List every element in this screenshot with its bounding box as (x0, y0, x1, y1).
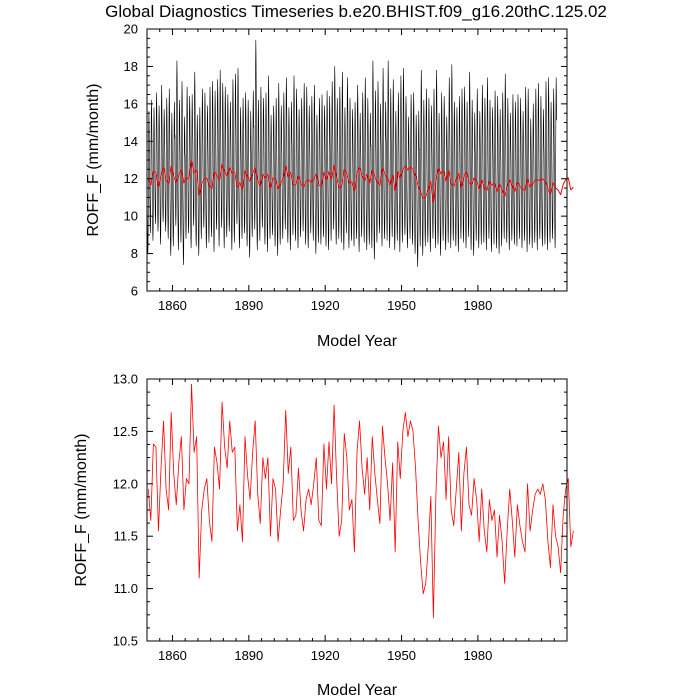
bottom-x-axis-label: Model Year (317, 682, 398, 699)
bottom-x-tick-label: 1950 (387, 648, 416, 663)
top-y-tick-label: 8 (131, 246, 138, 261)
annual-mean-series (147, 160, 574, 204)
top-panel: Global Diagnostics Timeseries b.e20.BHIS… (85, 2, 607, 350)
top-y-tick-label: 20 (124, 22, 138, 37)
top-y-axis-label: ROFF_F (mm/month) (85, 84, 102, 237)
bottom-y-axis-label: ROFF_F (mm/month) (73, 434, 90, 587)
bottom-x-tick-label: 1980 (463, 648, 492, 663)
top-x-tick-label: 1980 (463, 298, 492, 313)
bottom-y-tick-label: 10.5 (113, 634, 138, 649)
top-y-tick-label: 6 (131, 284, 138, 299)
top-x-tick-label: 1920 (311, 298, 340, 313)
top-axis-ticks: 1860 1890 1920 1950 1980 6 8 10 12 14 16 18 20 (124, 22, 568, 313)
top-x-tick-label: 1950 (387, 298, 416, 313)
top-x-axis-label: Model Year (317, 333, 398, 350)
bottom-x-tick-label: 1920 (311, 648, 340, 663)
bottom-y-tick-label: 12.0 (113, 476, 138, 491)
top-y-tick-label: 10 (124, 209, 138, 224)
top-y-tick-label: 16 (124, 96, 138, 111)
monthly-series (146, 39, 557, 267)
bottom-x-tick-label: 1890 (234, 648, 263, 663)
bottom-y-tick-label: 11.0 (114, 581, 138, 596)
bottom-y-tick-label: 11.5 (114, 529, 138, 544)
bottom-annual-mean-line (147, 383, 574, 619)
top-y-tick-label: 12 (124, 171, 138, 186)
top-y-tick-label: 14 (124, 134, 138, 149)
bottom-y-tick-label: 12.5 (113, 424, 138, 439)
bottom-y-tick-label: 13.0 (113, 372, 138, 387)
bottom-x-tick-label: 1860 (158, 648, 187, 663)
bottom-panel: 1860 1890 1920 1950 1980 10.5 11.0 11.5 12.0 12.5… (73, 372, 574, 699)
top-x-tick-label: 1890 (234, 298, 263, 313)
bottom-plot-frame (146, 378, 568, 642)
bottom-axis-ticks: 1860 1890 1920 1950 1980 10.5 11.0 11.5 12.0 12.5… (113, 372, 568, 663)
chart-title: Global Diagnostics Timeseries b.e20.BHIS… (105, 2, 607, 21)
annual-mean-line (147, 160, 574, 204)
top-y-tick-label: 18 (124, 59, 138, 74)
top-x-tick-label: 1860 (158, 298, 187, 313)
bottom-annual-mean-series (147, 383, 574, 619)
monthly-line (146, 39, 557, 267)
